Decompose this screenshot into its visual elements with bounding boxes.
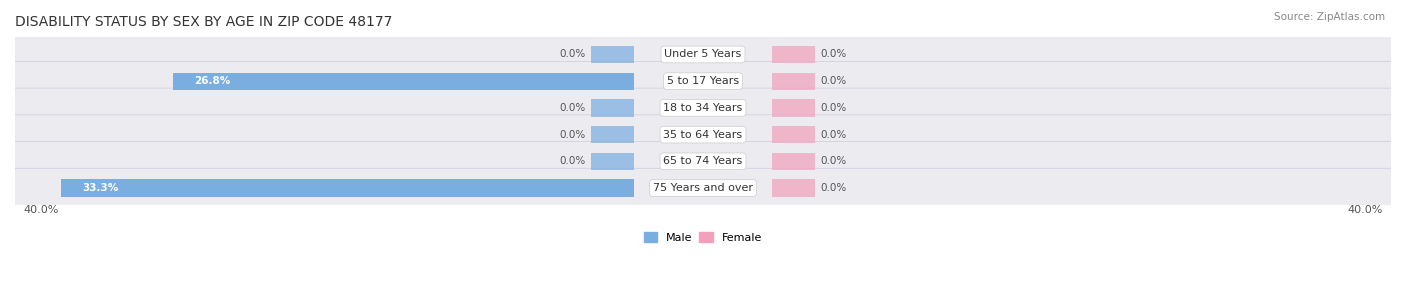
Text: 0.0%: 0.0% <box>820 76 846 86</box>
Bar <box>591 126 634 143</box>
Bar <box>772 179 815 197</box>
Legend: Male, Female: Male, Female <box>640 227 766 247</box>
FancyBboxPatch shape <box>10 88 1396 128</box>
Text: 75 Years and over: 75 Years and over <box>652 183 754 193</box>
Text: Under 5 Years: Under 5 Years <box>665 49 741 59</box>
Text: 0.0%: 0.0% <box>820 183 846 193</box>
FancyBboxPatch shape <box>10 115 1396 154</box>
Text: 5 to 17 Years: 5 to 17 Years <box>666 76 740 86</box>
Text: Source: ZipAtlas.com: Source: ZipAtlas.com <box>1274 12 1385 22</box>
Text: 0.0%: 0.0% <box>820 130 846 140</box>
Bar <box>62 179 634 197</box>
Bar <box>772 73 815 90</box>
FancyBboxPatch shape <box>10 61 1396 101</box>
Bar <box>772 152 815 170</box>
Text: 0.0%: 0.0% <box>560 49 586 59</box>
Text: DISABILITY STATUS BY SEX BY AGE IN ZIP CODE 48177: DISABILITY STATUS BY SEX BY AGE IN ZIP C… <box>15 15 392 29</box>
Text: 18 to 34 Years: 18 to 34 Years <box>664 103 742 113</box>
Bar <box>173 73 634 90</box>
Text: 26.8%: 26.8% <box>194 76 231 86</box>
Text: 35 to 64 Years: 35 to 64 Years <box>664 130 742 140</box>
Bar <box>591 46 634 63</box>
FancyBboxPatch shape <box>10 168 1396 208</box>
Text: 0.0%: 0.0% <box>820 49 846 59</box>
Text: 0.0%: 0.0% <box>560 103 586 113</box>
Text: 33.3%: 33.3% <box>82 183 118 193</box>
Text: 0.0%: 0.0% <box>560 156 586 166</box>
Text: 40.0%: 40.0% <box>1347 205 1382 215</box>
FancyBboxPatch shape <box>10 142 1396 181</box>
Bar <box>772 46 815 63</box>
FancyBboxPatch shape <box>10 35 1396 74</box>
Text: 0.0%: 0.0% <box>560 130 586 140</box>
Bar <box>591 152 634 170</box>
Text: 40.0%: 40.0% <box>24 205 59 215</box>
Bar <box>591 99 634 117</box>
Text: 0.0%: 0.0% <box>820 156 846 166</box>
Bar <box>772 99 815 117</box>
Text: 0.0%: 0.0% <box>820 103 846 113</box>
Bar <box>772 126 815 143</box>
Text: 65 to 74 Years: 65 to 74 Years <box>664 156 742 166</box>
